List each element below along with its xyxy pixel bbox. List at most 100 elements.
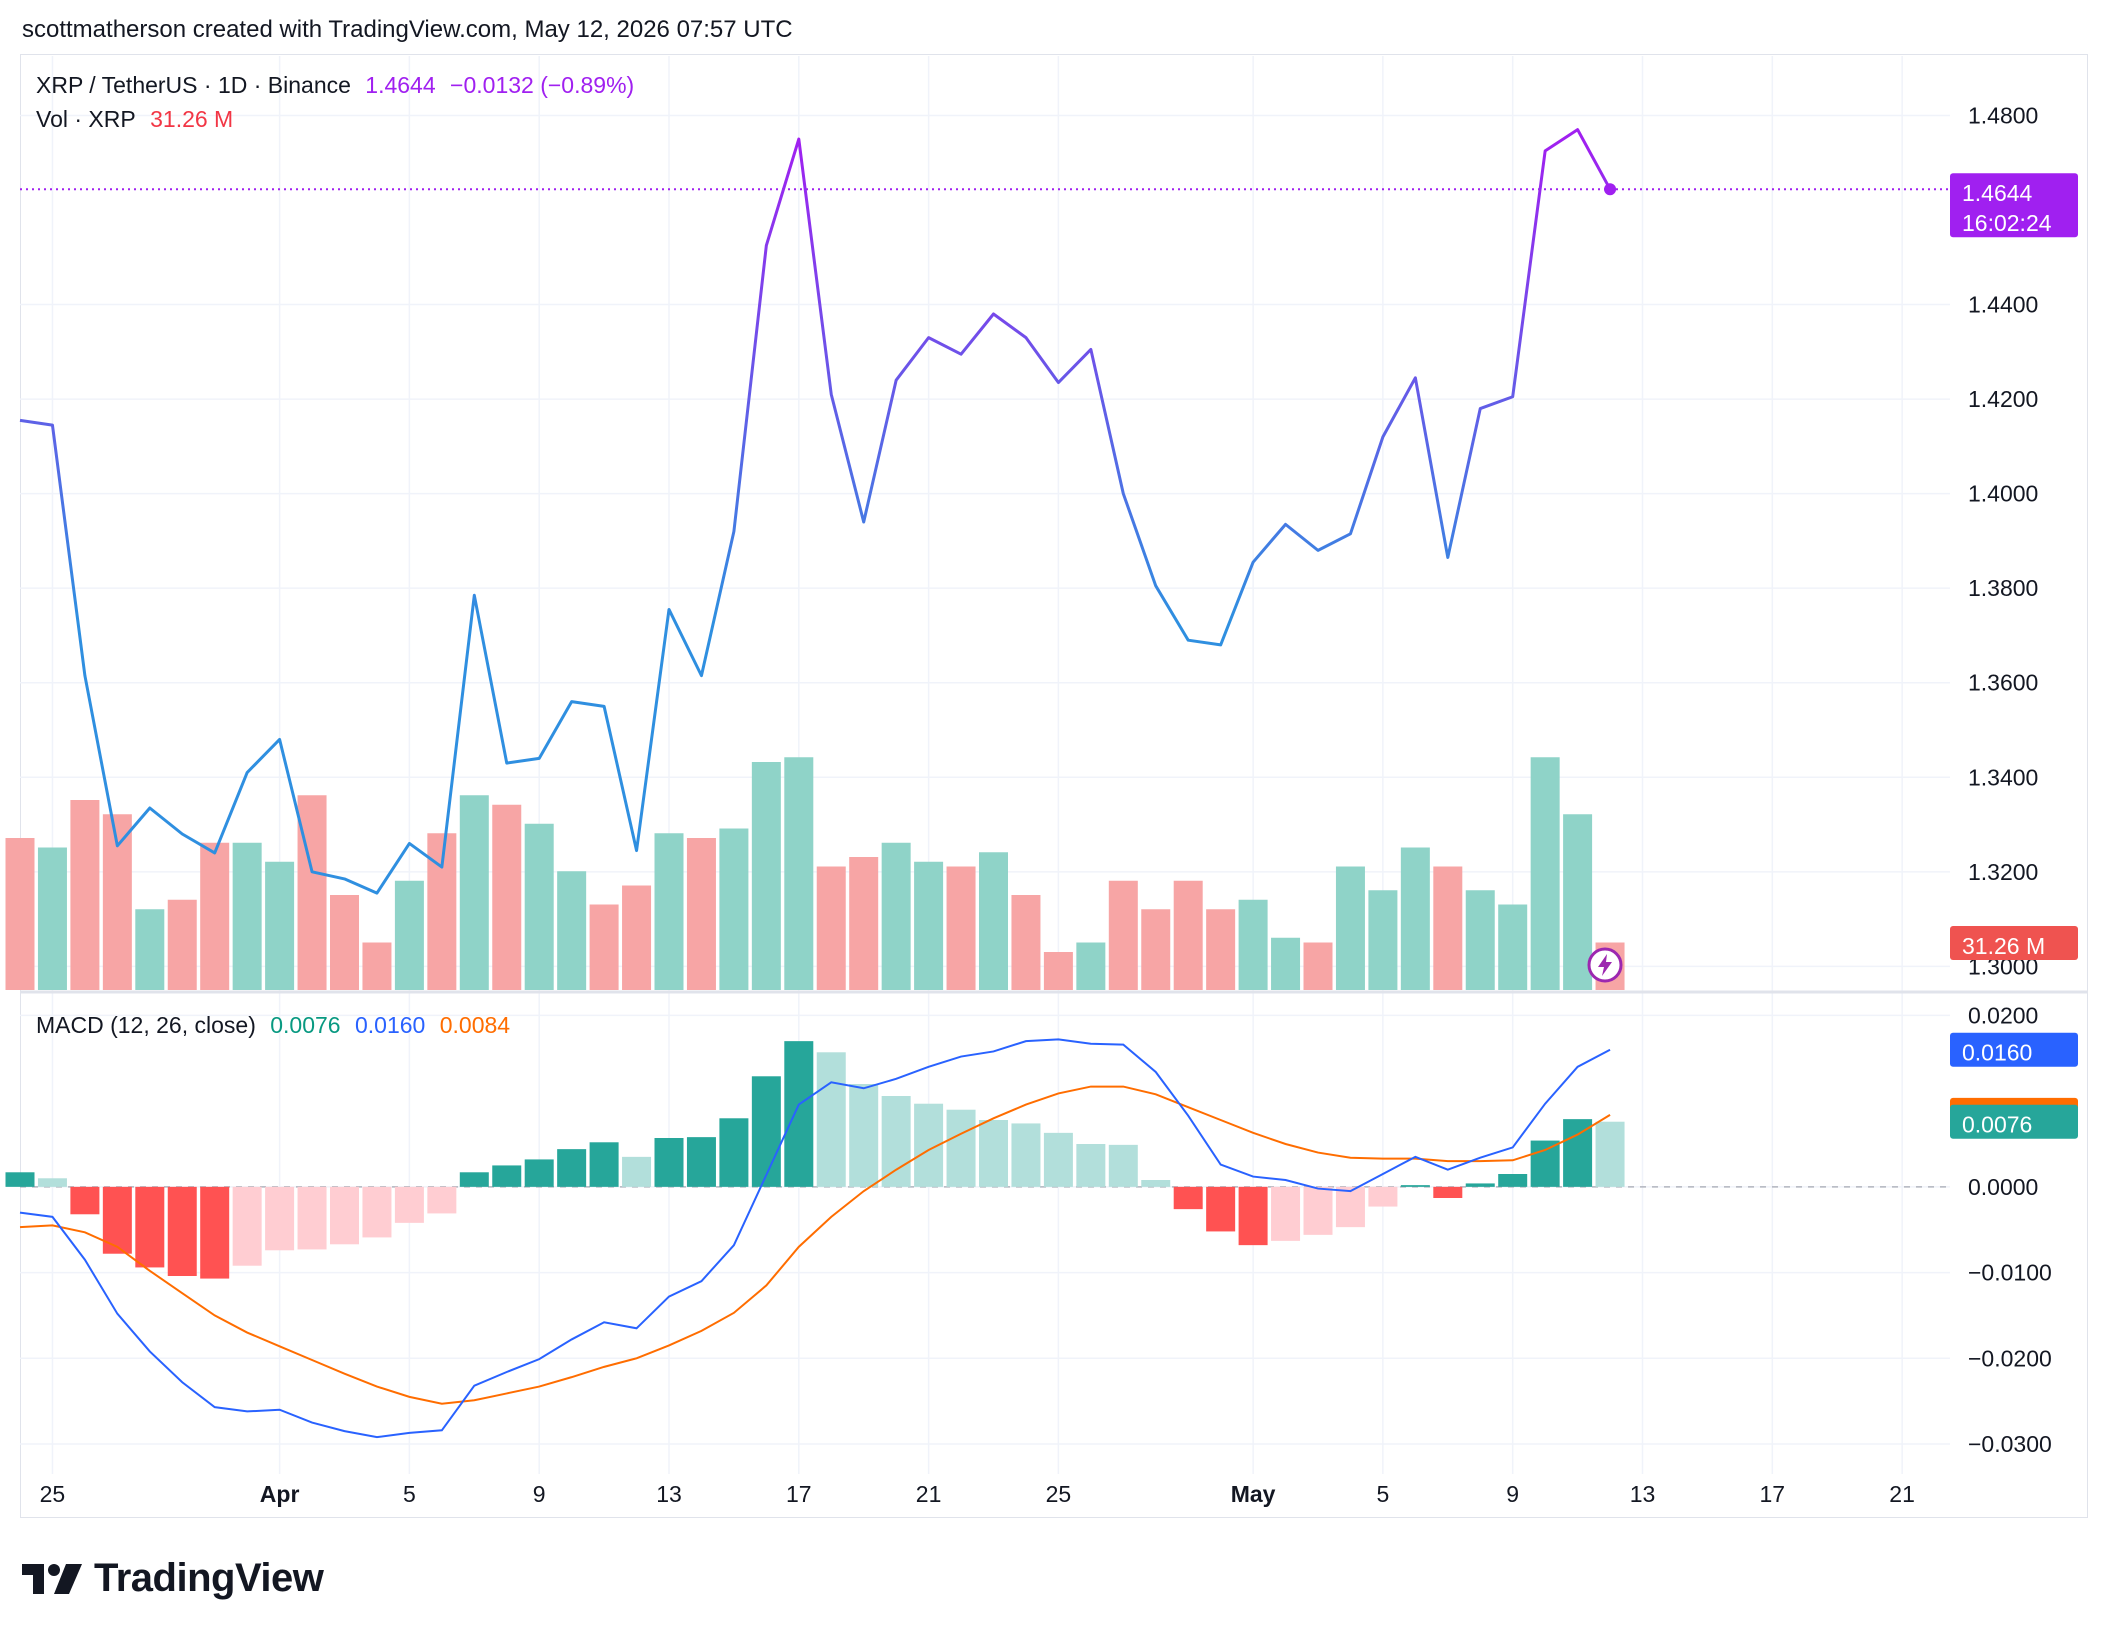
macd-histogram-bar — [1043, 1132, 1073, 1187]
time-tick-label: 13 — [656, 1481, 682, 1507]
volume-bar — [1368, 890, 1398, 990]
volume-bar — [330, 895, 359, 990]
macd-histogram-bar — [1400, 1185, 1430, 1187]
volume-bar — [37, 847, 67, 990]
legend-macd-histogram: 0.0076 — [270, 1012, 341, 1038]
macd-tick-label: −0.0100 — [1968, 1260, 2052, 1286]
macd-histogram-bar — [297, 1186, 327, 1250]
macd-tick-label: −0.0300 — [1968, 1431, 2052, 1457]
volume-bar — [589, 904, 619, 990]
macd-histogram-bar — [686, 1137, 716, 1187]
price-tick-label: 1.4400 — [1968, 292, 2038, 318]
macd-value-tag-text: 0.0160 — [1962, 1040, 2032, 1066]
volume-bar — [719, 828, 749, 990]
volume-bar — [524, 823, 554, 990]
legend-macd-row[interactable]: MACD (12, 26, close) 0.0076 0.0160 0.008… — [36, 1012, 518, 1039]
macd-histogram-bar — [1238, 1186, 1268, 1246]
legend-symbol[interactable]: XRP / TetherUS · 1D · Binance — [36, 72, 351, 98]
axis-labels: 1.4800 1.4400 1.4200 1.4000 1.3800 1.3600 1.34… — [40, 102, 2052, 1507]
macd-histogram-bar — [1173, 1186, 1203, 1210]
volume-bar — [654, 833, 684, 990]
legend-macd-signal: 0.0084 — [439, 1012, 511, 1038]
macd-histogram-bar — [5, 1172, 35, 1187]
grid-lines — [20, 56, 2088, 1474]
time-tick-label: 9 — [1506, 1481, 1519, 1507]
last-price-dot — [1604, 183, 1617, 196]
macd-histogram-bar — [1498, 1174, 1528, 1187]
time-tick-label: 17 — [1760, 1481, 1786, 1507]
macd-histogram-bar — [232, 1186, 262, 1266]
macd-histogram-bar — [1303, 1186, 1333, 1235]
legend-volume-label[interactable]: Vol · XRP — [36, 106, 136, 132]
volume-bar — [1563, 814, 1593, 990]
volume-bar — [135, 909, 165, 990]
volume-bar — [1076, 942, 1106, 990]
volume-bar — [816, 866, 846, 990]
macd-histogram-bar — [427, 1186, 457, 1214]
legend-last-price: 1.4644 — [365, 72, 436, 98]
macd-histogram-bar — [330, 1186, 359, 1245]
volume-bar — [1433, 866, 1463, 990]
lightning-icon[interactable] — [1586, 946, 1624, 984]
volume-tag — [1950, 926, 2078, 960]
macd-histogram-bar — [557, 1149, 587, 1187]
volume-bar — [1173, 880, 1203, 990]
volume-bar — [1400, 847, 1430, 990]
macd-histogram-bar — [784, 1041, 814, 1187]
macd-histogram-bar — [719, 1118, 749, 1187]
macd-signal-line — [19, 1085, 1611, 1405]
volume-bar — [1530, 757, 1560, 990]
macd-lines — [19, 1038, 1611, 1439]
time-tick-label: Apr — [260, 1481, 300, 1507]
macd-histogram-bar — [1141, 1180, 1171, 1187]
price-tick-label: 1.4000 — [1968, 481, 2038, 507]
volume-bar — [1238, 899, 1268, 990]
volume-bar — [459, 795, 489, 990]
time-tick-label: May — [1231, 1481, 1276, 1507]
macd-histogram-bar — [1530, 1140, 1560, 1187]
macd-tick-label: 0.0200 — [1968, 1002, 2038, 1028]
volume-bar — [751, 762, 781, 990]
macd-histogram-bar — [979, 1120, 1008, 1187]
macd-histogram-bar — [849, 1084, 879, 1187]
macd-histogram-bar — [1465, 1183, 1495, 1187]
macd-histogram-bar — [265, 1186, 295, 1251]
volume-bar — [362, 942, 392, 990]
time-tick-label: 9 — [533, 1481, 546, 1507]
legend-change: −0.0132 (−0.89%) — [450, 72, 635, 98]
volume-bar — [979, 852, 1008, 990]
volume-bar — [1011, 895, 1041, 990]
macd-histogram-bar — [37, 1178, 67, 1187]
volume-bar — [167, 899, 197, 990]
price-layer — [19, 128, 1950, 895]
legend-volume-value: 31.26 M — [150, 106, 234, 132]
tradingview-brand[interactable]: TradingView — [22, 1556, 324, 1601]
macd-histogram-bar — [751, 1076, 781, 1187]
legend-volume-row[interactable]: Vol · XRP 31.26 M — [36, 106, 241, 133]
macd-tick-label: −0.0200 — [1968, 1345, 2052, 1371]
time-tick-label: 5 — [403, 1481, 416, 1507]
legend-macd-label[interactable]: MACD (12, 26, close) — [36, 1012, 256, 1038]
volume-bar — [557, 871, 587, 990]
macd-histogram-bar — [459, 1172, 489, 1187]
volume-bar — [622, 885, 652, 990]
macd-histogram-bar — [1076, 1144, 1106, 1187]
time-tick-label: 25 — [1046, 1481, 1072, 1507]
volume-bar — [784, 757, 814, 990]
volume-bar — [914, 861, 944, 990]
volume-bar — [265, 861, 295, 990]
macd-histogram — [5, 1041, 1950, 1279]
volume-bar — [881, 842, 911, 990]
macd-histogram-bar — [881, 1096, 911, 1187]
volume-bar — [1335, 866, 1365, 990]
last-price-tag — [1950, 173, 2078, 238]
volume-bar — [5, 838, 35, 990]
price-tick-label: 1.3400 — [1968, 764, 2038, 790]
volume-bar — [849, 857, 879, 990]
legend-symbol-row[interactable]: XRP / TetherUS · 1D · Binance 1.4644 −0.… — [36, 72, 642, 99]
time-tick-label: 13 — [1630, 1481, 1656, 1507]
time-tick-label: 17 — [786, 1481, 812, 1507]
volume-bar — [946, 866, 976, 990]
